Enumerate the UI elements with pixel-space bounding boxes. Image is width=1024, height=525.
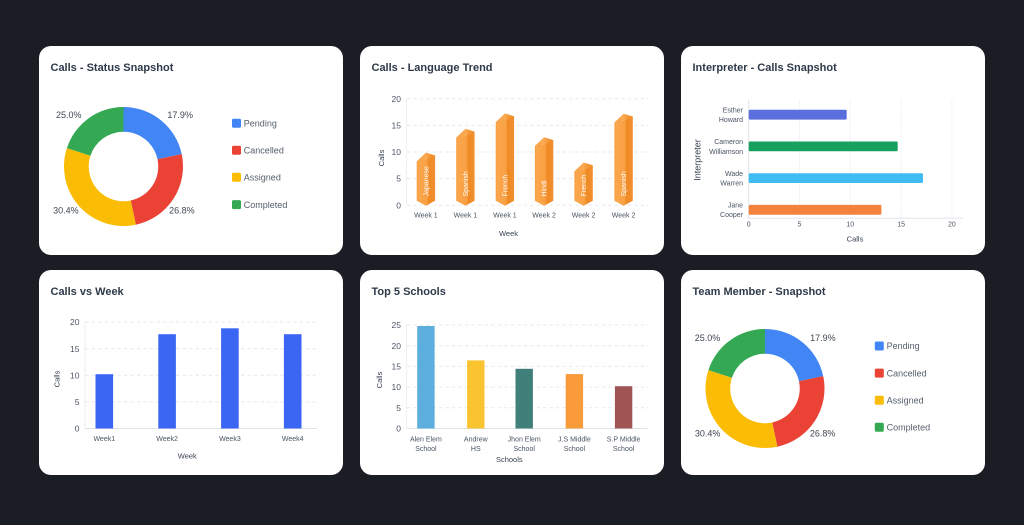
svg-text:Calls: Calls <box>847 235 864 244</box>
svg-text:Andrew: Andrew <box>464 437 489 444</box>
svg-text:French: French <box>502 175 509 197</box>
svg-text:Howard: Howard <box>719 117 743 124</box>
svg-text:Week 1: Week 1 <box>414 212 438 219</box>
svg-text:Assigned: Assigned <box>244 173 281 183</box>
svg-text:Williamson: Williamson <box>709 149 743 156</box>
svg-text:HS: HS <box>471 446 481 453</box>
svg-text:School: School <box>513 446 535 453</box>
svg-text:Pending: Pending <box>244 118 277 128</box>
svg-text:Week2: Week2 <box>156 436 178 443</box>
svg-text:School: School <box>613 446 635 453</box>
svg-text:Alen Elem: Alen Elem <box>410 437 442 444</box>
svg-text:J.S Middle: J.S Middle <box>558 437 591 444</box>
svg-text:20: 20 <box>392 94 402 104</box>
svg-text:10: 10 <box>846 222 854 229</box>
svg-text:20: 20 <box>948 222 956 229</box>
svg-text:Week 1: Week 1 <box>454 212 478 219</box>
svg-text:0: 0 <box>747 222 751 229</box>
svg-text:Calls: Calls <box>377 149 386 166</box>
svg-text:Cancelled: Cancelled <box>887 368 927 378</box>
svg-text:Week1: Week1 <box>93 436 115 443</box>
svg-text:Week 2: Week 2 <box>612 212 636 219</box>
svg-text:Pending: Pending <box>887 341 920 351</box>
svg-text:Interpreter: Interpreter <box>692 139 702 181</box>
svg-text:Week3: Week3 <box>219 436 241 443</box>
svg-text:Week: Week <box>178 451 197 460</box>
svg-text:5: 5 <box>396 403 401 413</box>
svg-text:Wade: Wade <box>725 171 743 178</box>
svg-text:25: 25 <box>392 320 402 330</box>
svg-text:Assigned: Assigned <box>887 395 924 405</box>
svg-text:Week: Week <box>499 229 518 238</box>
svg-text:10: 10 <box>70 370 80 380</box>
svg-text:Calls: Calls <box>53 370 62 387</box>
svg-text:15: 15 <box>70 344 80 354</box>
svg-text:Week 2: Week 2 <box>572 212 596 219</box>
svg-text:Completed: Completed <box>244 200 288 210</box>
svg-text:School: School <box>415 446 437 453</box>
svg-text:25.0%: 25.0% <box>56 110 82 120</box>
svg-text:0: 0 <box>396 424 401 434</box>
svg-text:10: 10 <box>392 147 402 157</box>
svg-text:5: 5 <box>798 222 802 229</box>
svg-text:17.9%: 17.9% <box>810 333 836 343</box>
svg-text:Schools: Schools <box>496 455 523 464</box>
svg-text:15: 15 <box>897 222 905 229</box>
svg-text:15: 15 <box>392 121 402 131</box>
svg-text:Week 2: Week 2 <box>532 212 556 219</box>
svg-text:10: 10 <box>392 382 402 392</box>
svg-text:Esther: Esther <box>723 108 744 115</box>
svg-text:26.8%: 26.8% <box>169 206 195 216</box>
svg-text:Jane: Jane <box>728 203 743 210</box>
svg-text:5: 5 <box>396 174 401 184</box>
svg-text:S.P Middle: S.P Middle <box>607 437 641 444</box>
svg-text:Cameron: Cameron <box>714 139 743 146</box>
svg-text:30.4%: 30.4% <box>695 428 721 438</box>
svg-text:0: 0 <box>75 424 80 434</box>
svg-text:15: 15 <box>392 362 402 372</box>
svg-text:Jhon Elem: Jhon Elem <box>508 437 541 444</box>
svg-text:20: 20 <box>70 317 80 327</box>
svg-text:School: School <box>564 446 586 453</box>
svg-text:30.4%: 30.4% <box>53 206 79 216</box>
svg-text:20: 20 <box>392 341 402 351</box>
svg-text:Week 1: Week 1 <box>493 212 517 219</box>
svg-text:French: French <box>581 175 588 197</box>
svg-text:Spanish: Spanish <box>621 171 628 196</box>
svg-text:Hindi: Hindi <box>542 180 549 196</box>
svg-text:Japanese: Japanese <box>423 166 430 196</box>
svg-text:Cooper: Cooper <box>720 212 744 219</box>
svg-text:Spanish: Spanish <box>463 171 470 196</box>
svg-text:0: 0 <box>396 200 401 210</box>
svg-text:25.0%: 25.0% <box>695 333 721 343</box>
svg-text:Calls: Calls <box>375 371 384 388</box>
svg-text:Cancelled: Cancelled <box>244 146 284 156</box>
svg-text:Completed: Completed <box>887 423 931 433</box>
svg-text:Week4: Week4 <box>282 436 304 443</box>
svg-text:5: 5 <box>75 397 80 407</box>
svg-text:26.8%: 26.8% <box>810 428 836 438</box>
svg-text:Warren: Warren <box>720 181 743 188</box>
svg-text:17.9%: 17.9% <box>167 110 193 120</box>
